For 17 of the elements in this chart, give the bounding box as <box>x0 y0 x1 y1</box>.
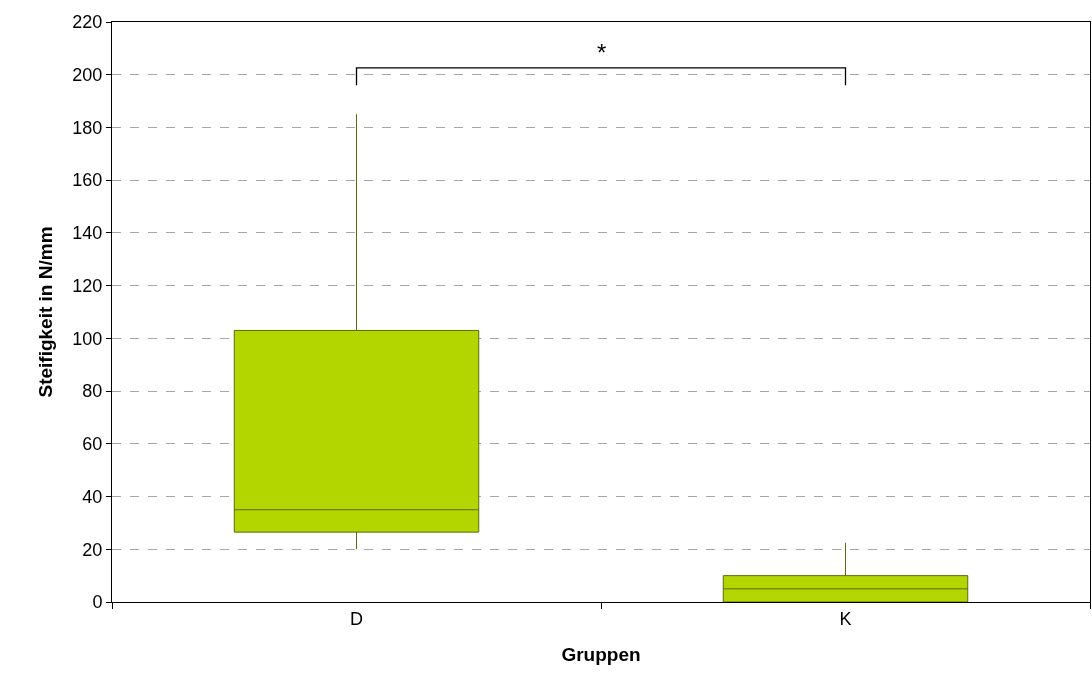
y-axis-title: Steifigkeit in N/mm <box>35 226 57 398</box>
y-tick-label: 160 <box>72 170 103 191</box>
x-tick-label: K <box>839 608 852 629</box>
y-tick-label: 200 <box>72 65 103 86</box>
x-axis-title: Gruppen <box>561 644 641 666</box>
y-tick-label: 120 <box>72 275 103 296</box>
y-tick-label: 0 <box>92 592 103 613</box>
y-tick-label: 60 <box>82 434 103 455</box>
y-tick-label: 20 <box>82 539 103 560</box>
y-tick-label: 220 <box>72 12 103 33</box>
y-tick-label: 40 <box>82 486 103 507</box>
y-tick-label: 80 <box>82 381 103 402</box>
y-tick-label: 140 <box>72 223 103 244</box>
y-tick-label: 180 <box>72 117 103 138</box>
x-tick-label: D <box>350 608 363 629</box>
y-tick-label: 100 <box>72 328 103 349</box>
annotation: * <box>597 39 607 66</box>
